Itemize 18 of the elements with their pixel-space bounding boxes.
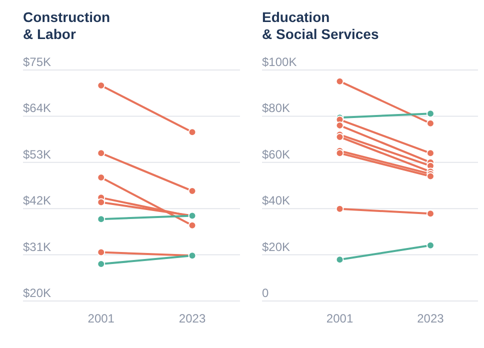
chart-title: Education & Social Services	[262, 9, 379, 42]
x-tick-label: 2023	[417, 312, 444, 326]
x-tick-label: 2001	[88, 312, 115, 326]
x-tick-label: 2023	[178, 312, 206, 326]
y-tick-label: $20K	[23, 286, 52, 300]
y-tick-label: $60K	[262, 147, 290, 162]
y-tick-label: $31K	[23, 240, 52, 254]
y-tick-label: 0	[262, 286, 269, 300]
y-tick-label: $64K	[23, 101, 52, 116]
y-tick-label: $75K	[23, 55, 52, 69]
y-tick-label: $42K	[23, 194, 52, 208]
y-tick-label: $53K	[23, 147, 52, 162]
y-tick-label: $100K	[262, 55, 297, 69]
y-tick-label: $20K	[262, 240, 290, 254]
chart-title: Construction & Labor	[23, 9, 110, 42]
y-tick-label: $40K	[262, 194, 290, 208]
y-tick-label: $80K	[262, 101, 290, 116]
x-tick-label: 2001	[326, 312, 354, 326]
